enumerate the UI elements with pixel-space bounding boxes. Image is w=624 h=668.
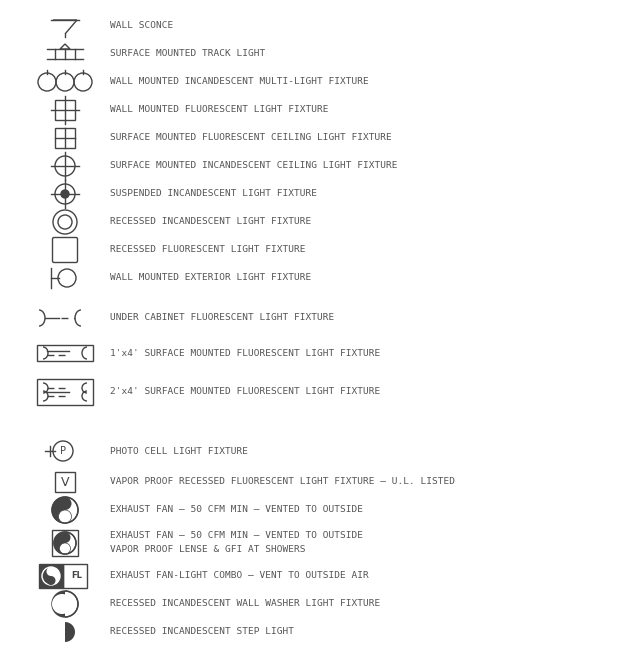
Text: SURFACE MOUNTED TRACK LIGHT: SURFACE MOUNTED TRACK LIGHT: [110, 49, 265, 59]
Circle shape: [61, 190, 69, 198]
Bar: [52, 530, 78, 556]
Text: 1'x4' SURFACE MOUNTED FLUORESCENT LIGHT FIXTURE: 1'x4' SURFACE MOUNTED FLUORESCENT LIGHT …: [110, 349, 380, 357]
Text: FL: FL: [72, 572, 82, 580]
Text: EXHAUST FAN – 50 CFM MIN – VENTED TO OUTSIDE: EXHAUST FAN – 50 CFM MIN – VENTED TO OUT…: [110, 532, 363, 540]
Wedge shape: [51, 567, 60, 585]
Text: RECESSED INCANDESCENT WALL WASHER LIGHT FIXTURE: RECESSED INCANDESCENT WALL WASHER LIGHT …: [110, 599, 380, 609]
Text: RECESSED FLUORESCENT LIGHT FIXTURE: RECESSED FLUORESCENT LIGHT FIXTURE: [110, 246, 306, 255]
Text: WALL MOUNTED EXTERIOR LIGHT FIXTURE: WALL MOUNTED EXTERIOR LIGHT FIXTURE: [110, 273, 311, 283]
Text: WALL SCONCE: WALL SCONCE: [110, 21, 173, 31]
Text: SURFACE MOUNTED INCANDESCENT CEILING LIGHT FIXTURE: SURFACE MOUNTED INCANDESCENT CEILING LIG…: [110, 162, 397, 170]
Wedge shape: [52, 497, 65, 523]
Wedge shape: [52, 591, 65, 617]
Wedge shape: [65, 622, 75, 642]
Text: UNDER CABINET FLUORESCENT LIGHT FIXTURE: UNDER CABINET FLUORESCENT LIGHT FIXTURE: [110, 313, 334, 323]
Circle shape: [47, 567, 56, 576]
Text: V: V: [61, 476, 69, 488]
Circle shape: [52, 594, 72, 614]
Circle shape: [59, 532, 71, 543]
Text: WALL MOUNTED INCANDESCENT MULTI-LIGHT FIXTURE: WALL MOUNTED INCANDESCENT MULTI-LIGHT FI…: [110, 77, 369, 86]
Text: SUSPENDED INCANDESCENT LIGHT FIXTURE: SUSPENDED INCANDESCENT LIGHT FIXTURE: [110, 190, 317, 198]
Text: RECESSED INCANDESCENT LIGHT FIXTURE: RECESSED INCANDESCENT LIGHT FIXTURE: [110, 218, 311, 226]
Text: P: P: [60, 446, 66, 456]
Bar: [37, 379, 93, 405]
Text: SURFACE MOUNTED FLUORESCENT CEILING LIGHT FIXTURE: SURFACE MOUNTED FLUORESCENT CEILING LIGH…: [110, 134, 392, 142]
Text: VAPOR PROOF LENSE & GFI AT SHOWERS: VAPOR PROOF LENSE & GFI AT SHOWERS: [110, 546, 306, 554]
Circle shape: [59, 543, 71, 554]
Text: 2'x4' SURFACE MOUNTED FLUORESCENT LIGHT FIXTURE: 2'x4' SURFACE MOUNTED FLUORESCENT LIGHT …: [110, 387, 380, 397]
Text: VAPOR PROOF RECESSED FLUORESCENT LIGHT FIXTURE – U.L. LISTED: VAPOR PROOF RECESSED FLUORESCENT LIGHT F…: [110, 478, 455, 486]
Circle shape: [47, 576, 56, 585]
Text: PHOTO CELL LIGHT FIXTURE: PHOTO CELL LIGHT FIXTURE: [110, 446, 248, 456]
Text: WALL MOUNTED FLUORESCENT LIGHT FIXTURE: WALL MOUNTED FLUORESCENT LIGHT FIXTURE: [110, 106, 328, 114]
Bar: [63, 564, 87, 588]
Bar: [55, 100, 75, 120]
Text: RECESSED INCANDESCENT STEP LIGHT: RECESSED INCANDESCENT STEP LIGHT: [110, 627, 294, 637]
Circle shape: [59, 510, 72, 523]
Bar: [55, 472, 75, 492]
Bar: [55, 128, 75, 148]
Wedge shape: [54, 532, 65, 554]
Circle shape: [59, 497, 72, 510]
Bar: [39, 564, 63, 588]
Text: EXHAUST FAN – 50 CFM MIN – VENTED TO OUTSIDE: EXHAUST FAN – 50 CFM MIN – VENTED TO OUT…: [110, 506, 363, 514]
Text: EXHAUST FAN-LIGHT COMBO – VENT TO OUTSIDE AIR: EXHAUST FAN-LIGHT COMBO – VENT TO OUTSID…: [110, 572, 369, 580]
Bar: [37, 345, 93, 361]
